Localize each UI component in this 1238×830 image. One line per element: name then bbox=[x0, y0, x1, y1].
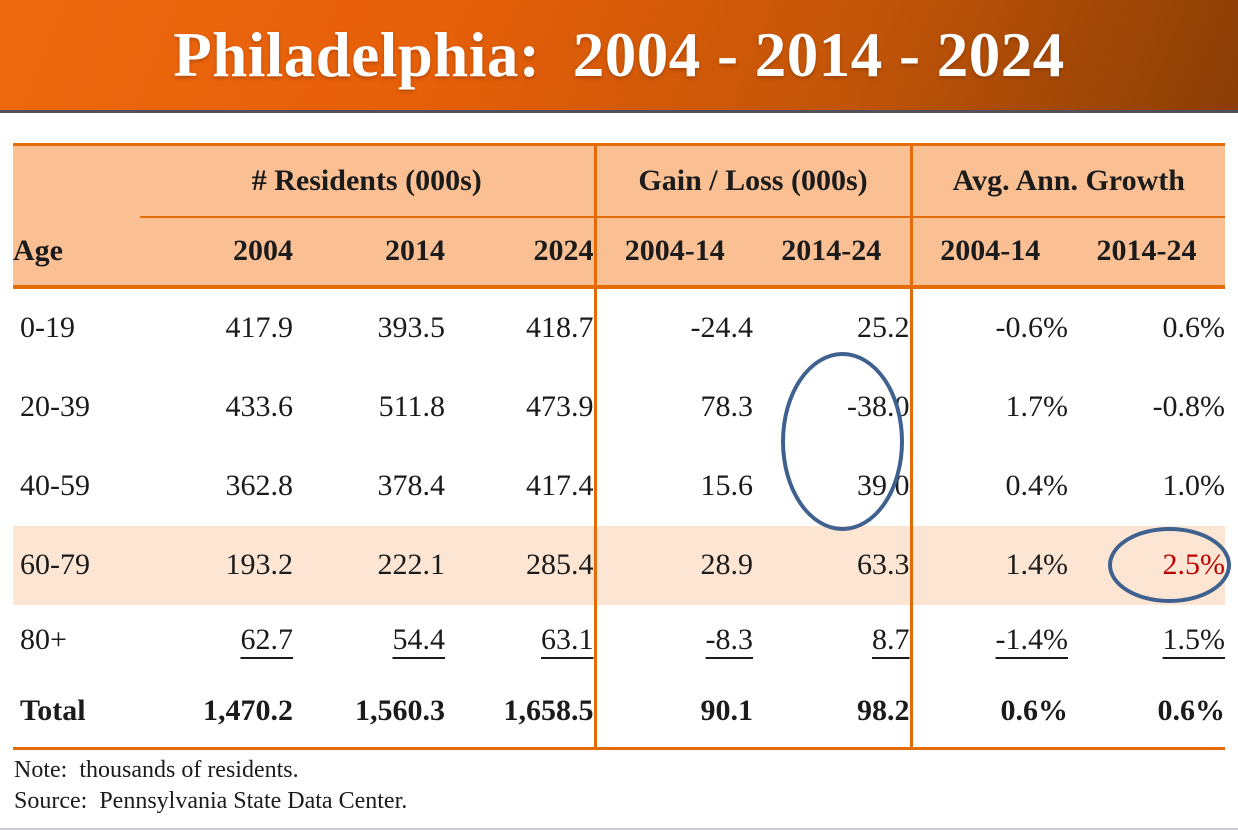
column-header-2014: 2014 bbox=[293, 216, 445, 289]
table-subheader-row: Age 2004 2014 2024 2004-14 2014-24 2004-… bbox=[13, 216, 1226, 289]
table-cell: 63.3 bbox=[753, 525, 912, 605]
column-header-age: Age bbox=[13, 216, 140, 289]
circle-annotation-growth bbox=[1108, 527, 1231, 603]
table-cell: 285.4 bbox=[445, 525, 596, 605]
table-cell: 62.7 bbox=[240, 623, 294, 656]
row-label: 0-19 bbox=[20, 310, 75, 344]
table-cell: 25.2 bbox=[857, 310, 910, 344]
row-label: 80+ bbox=[20, 623, 67, 656]
table-cell: 222.1 bbox=[293, 525, 445, 605]
column-header-growth-2004-14: 2004-14 bbox=[909, 216, 1069, 289]
table-cell: 15.6 bbox=[593, 446, 754, 526]
table-cell: 362.8 bbox=[225, 469, 294, 502]
table-cell: 63.1 bbox=[541, 623, 594, 656]
column-header-growth-2014-24: 2014-24 bbox=[1068, 216, 1226, 289]
population-table: # Residents (000s) Gain / Loss (000s) Av… bbox=[13, 143, 1226, 750]
table-cell: 1.7% bbox=[909, 366, 1069, 447]
table-cell: 378.4 bbox=[377, 469, 446, 502]
table-cell: 0.6% bbox=[1162, 310, 1226, 344]
table-cell: 78.3 bbox=[593, 366, 754, 447]
table-cell: 433.6 bbox=[225, 389, 294, 423]
table-cell: 28.9 bbox=[593, 525, 754, 605]
table-cell: 0.6% bbox=[1157, 694, 1226, 728]
table-group-header-row: # Residents (000s) Gain / Loss (000s) Av… bbox=[13, 144, 1226, 218]
slide-bottom-edge bbox=[0, 828, 1238, 830]
row-label: Total bbox=[20, 694, 86, 728]
table-cell: 417.4 bbox=[526, 469, 594, 502]
table-cell: 473.9 bbox=[526, 389, 594, 423]
corner-cell bbox=[13, 144, 140, 217]
table-cell: 193.2 bbox=[140, 525, 293, 605]
row-label: 40-59 bbox=[20, 469, 90, 502]
table-cell: 418.7 bbox=[526, 310, 594, 344]
row-label: 20-39 bbox=[20, 389, 90, 423]
table-cell: -0.6% bbox=[909, 286, 1069, 367]
page-title: Philadelphia: 2004 - 2014 - 2024 bbox=[173, 19, 1065, 90]
table-cell: 90.1 bbox=[593, 675, 754, 749]
source-text: Source: Pennsylvania State Data Center. bbox=[14, 788, 408, 814]
table-row-20-39: 20-39 433.6 511.8 473.9 78.3 -38.0 1.7% … bbox=[13, 366, 1226, 447]
column-header-gain-2014-24: 2014-24 bbox=[753, 216, 912, 289]
table-cell: -1.4% bbox=[909, 604, 1069, 676]
table-cell: -24.4 bbox=[593, 286, 754, 367]
table-cell: 0.6% bbox=[909, 675, 1069, 749]
table-row-60-79-highlighted: 60-79 193.2 222.1 285.4 28.9 63.3 1.4% 2… bbox=[13, 525, 1226, 605]
table-cell: -0.8% bbox=[1152, 389, 1226, 423]
group-header-growth: Avg. Ann. Growth bbox=[909, 144, 1226, 218]
table-cell: 1.4% bbox=[909, 525, 1069, 605]
table-row-total: Total 1,470.2 1,560.3 1,658.5 90.1 98.2 … bbox=[13, 675, 1226, 749]
table-cell: 511.8 bbox=[378, 389, 445, 423]
table-cell: 8.7 bbox=[872, 623, 910, 656]
table-cell: 417.9 bbox=[225, 310, 294, 344]
table-row-40-59: 40-59 362.8 378.4 417.4 15.6 39.0 0.4% 1… bbox=[13, 446, 1226, 526]
table-cell: 98.2 bbox=[857, 694, 910, 728]
title-bar: Philadelphia: 2004 - 2014 - 2024 bbox=[0, 0, 1238, 113]
table-cell: 1,560.3 bbox=[355, 694, 445, 728]
table-cell: -8.3 bbox=[593, 604, 754, 676]
row-label: 60-79 bbox=[13, 525, 140, 605]
column-header-2024: 2024 bbox=[445, 216, 596, 289]
column-header-gain-2004-14: 2004-14 bbox=[593, 216, 754, 289]
table-cell: 1.5% bbox=[1162, 623, 1226, 656]
circle-annotation-gain-loss bbox=[781, 352, 904, 531]
table-cell: 0.4% bbox=[909, 446, 1069, 526]
table-cell: 393.5 bbox=[377, 310, 446, 344]
table-row-80-plus: 80+ 62.7 54.4 63.1 -8.3 8.7 -1.4% 1.5% bbox=[13, 604, 1226, 676]
footer-notes: Note: thousands of residents. Source: Pe… bbox=[14, 755, 407, 817]
table-row-0-19: 0-19 417.9 393.5 418.7 -24.4 25.2 -0.6% … bbox=[13, 286, 1226, 367]
group-header-gain-loss: Gain / Loss (000s) bbox=[593, 144, 912, 218]
note-text: Note: thousands of residents. bbox=[14, 757, 299, 783]
table-cell: 1,470.2 bbox=[203, 694, 293, 728]
group-header-residents: # Residents (000s) bbox=[140, 144, 596, 218]
table-cell: 1.0% bbox=[1162, 469, 1226, 502]
column-header-2004: 2004 bbox=[140, 216, 293, 289]
table-cell: 54.4 bbox=[392, 623, 446, 656]
table-cell: 1,658.5 bbox=[503, 694, 594, 728]
